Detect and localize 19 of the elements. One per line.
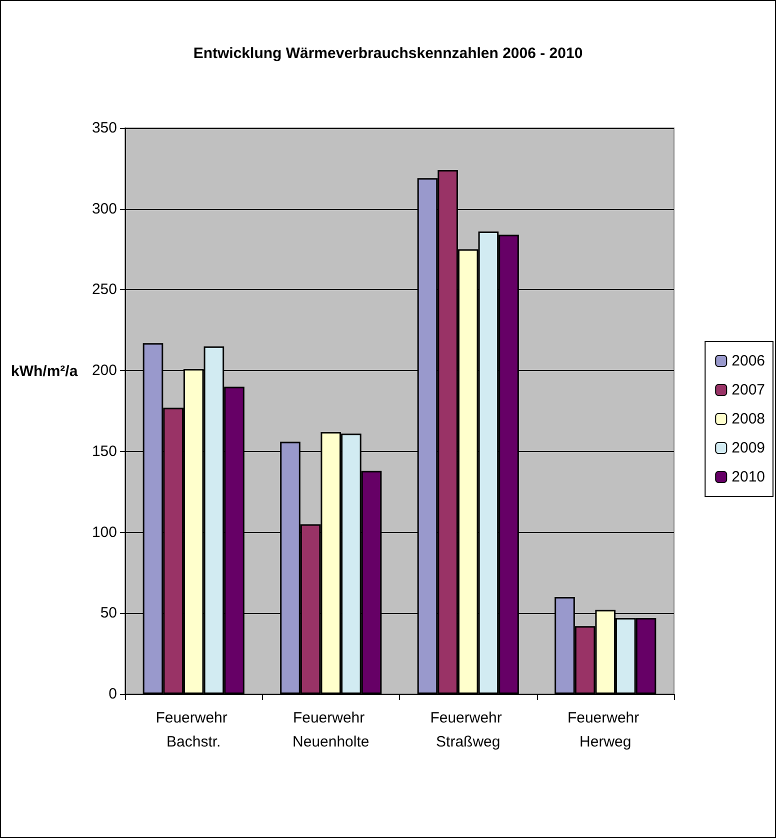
- legend-label: 2010: [732, 468, 766, 486]
- y-tick-label: 0: [108, 686, 117, 702]
- x-tick-label: Feuerwehr Bachstr.: [156, 710, 232, 750]
- legend-label: 2006: [732, 352, 766, 370]
- y-tick-label: 100: [92, 524, 117, 541]
- y-tick-label: 150: [92, 442, 117, 460]
- legend-label: 2007: [732, 382, 766, 398]
- y-tick-label: 200: [92, 362, 117, 380]
- x-tick-label: Feuerwehr Neuenholte: [292, 710, 370, 750]
- x-tick-label: Feuerwehr Straßweg: [430, 710, 506, 750]
- y-axis-title: kWh/m²/a: [11, 363, 78, 380]
- chart-title: Entwicklung Wärmeverbrauchskennzahlen 2006 - 2010: [193, 45, 583, 62]
- legend-label: 2008: [732, 410, 766, 428]
- y-tick-label: 300: [92, 200, 117, 218]
- y-tick-label: 350: [92, 120, 117, 136]
- x-tick-label: Feuerwehr Herweg: [567, 710, 644, 750]
- y-tick-label: 250: [92, 281, 117, 298]
- legend-label: 2009: [732, 440, 766, 456]
- y-tick-label: 50: [100, 604, 117, 622]
